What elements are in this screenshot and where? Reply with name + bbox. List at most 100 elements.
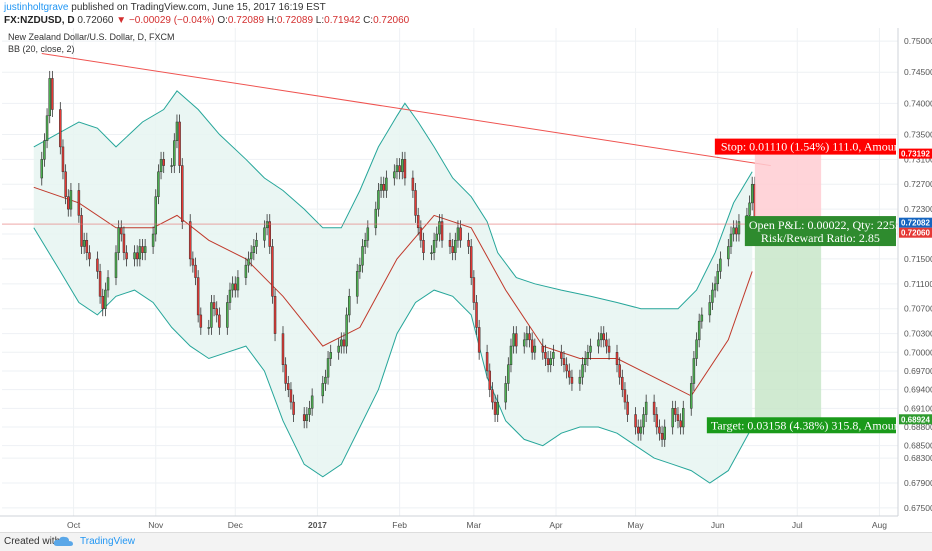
candle-body <box>642 414 645 428</box>
candle-body <box>507 364 510 384</box>
candle-body <box>512 333 515 347</box>
series-title: New Zealand Dollar/U.S. Dollar, D, FXCM <box>8 32 175 42</box>
candle-body <box>599 333 603 341</box>
candle-body <box>605 339 608 347</box>
candle-body <box>416 215 420 229</box>
candle-body <box>737 221 741 235</box>
candle-body <box>252 246 256 253</box>
open-value: 0.72089 <box>227 15 265 26</box>
x-tick-label: Nov <box>148 520 164 530</box>
candle-body <box>496 401 499 415</box>
candle-body <box>101 296 104 309</box>
y-tick-label: 0.67900 <box>904 478 932 488</box>
price-chart[interactable]: Stop: 0.01110 (1.54%) 111.0, Amount Open … <box>0 28 932 532</box>
candle-body <box>393 171 396 179</box>
candle-body <box>589 345 592 353</box>
x-tick-label: 2017 <box>308 520 327 530</box>
candle-body <box>750 183 754 204</box>
author-link[interactable]: justinholtgrave <box>4 2 69 13</box>
candle-body <box>732 227 735 235</box>
price-tag-label: 0.72082 <box>901 219 930 228</box>
candle-body <box>615 352 619 365</box>
candle-body <box>85 240 89 253</box>
price-tag-label: 0.68924 <box>901 415 930 424</box>
candle-body <box>135 252 139 260</box>
candle-body <box>141 246 144 253</box>
candle-body <box>655 414 659 428</box>
candle-body <box>191 258 195 266</box>
candle-body <box>700 314 704 322</box>
candle-body <box>326 358 330 378</box>
candle-body <box>228 289 232 303</box>
y-tick-label: 0.70300 <box>904 329 932 339</box>
candle-body <box>321 383 325 397</box>
candle-body <box>273 296 277 334</box>
candle-body <box>379 183 383 191</box>
symbol-label: FX:NZDUSD, D <box>4 15 75 26</box>
candle-body <box>159 159 163 173</box>
published-text: published on TradingView.com, June 15, 2… <box>71 2 326 13</box>
candle-body <box>138 246 142 260</box>
candle-body <box>607 345 611 353</box>
y-tick-label: 0.73500 <box>904 129 932 139</box>
y-tick-label: 0.73100 <box>904 154 932 164</box>
candle-body <box>104 289 107 309</box>
candle-body <box>560 352 563 359</box>
candle-body <box>522 339 526 347</box>
candle-body <box>695 339 698 359</box>
candle-body <box>713 283 717 291</box>
price-tag-label: 0.73192 <box>901 150 930 159</box>
x-tick-label: Dec <box>228 520 244 530</box>
candle-body <box>199 314 203 328</box>
candle-body <box>210 302 213 328</box>
price-tag-label: 0.72060 <box>901 229 930 238</box>
x-tick-label: Feb <box>392 520 407 530</box>
candle-body <box>485 352 489 372</box>
candle-body <box>281 333 285 365</box>
candle-body <box>432 240 436 253</box>
candle-body <box>602 333 606 341</box>
candle-body <box>634 414 637 428</box>
candle-body <box>658 426 661 434</box>
candle-body <box>324 376 327 384</box>
candle-body <box>682 408 685 428</box>
candle-body <box>636 426 640 434</box>
publish-line: justinholtgrave published on TradingView… <box>4 2 326 13</box>
tradingview-brand[interactable]: TradingView <box>80 536 136 547</box>
candle-body <box>173 140 176 166</box>
candle-body <box>77 190 81 216</box>
candle-body <box>154 196 158 235</box>
candle-body <box>249 252 253 260</box>
y-tick-label: 0.74000 <box>904 98 932 108</box>
candle-body <box>196 277 200 316</box>
candle-body <box>586 352 590 359</box>
candle-body <box>292 401 295 415</box>
candle-body <box>265 221 269 229</box>
last-price: 0.72060 <box>77 15 114 26</box>
high-label: H: <box>266 15 277 26</box>
stop-label-box <box>714 138 896 155</box>
candle-body <box>366 227 370 241</box>
bollinger-upper-line <box>33 90 753 310</box>
low-value: 0.71942 <box>324 15 361 26</box>
price-tag <box>899 148 932 159</box>
target-label-box <box>706 417 896 434</box>
candle-body <box>448 240 452 247</box>
candle-body <box>623 389 627 403</box>
close-value: 0.72060 <box>373 15 410 26</box>
y-tick-label: 0.69400 <box>904 385 932 395</box>
candle-body <box>175 121 179 141</box>
candle-body <box>719 258 722 272</box>
candle-body <box>475 302 478 328</box>
bollinger-lower-line <box>33 227 753 484</box>
pnl-label-box <box>744 216 896 247</box>
candle-body <box>271 246 274 297</box>
candle-body <box>377 190 380 210</box>
candle-body <box>157 171 160 197</box>
y-tick-label: 0.74500 <box>904 67 932 77</box>
candle-body <box>310 395 314 409</box>
candle-body <box>546 358 550 365</box>
candle-body <box>207 327 211 329</box>
candle-body <box>236 277 240 291</box>
candle-body <box>244 264 248 278</box>
